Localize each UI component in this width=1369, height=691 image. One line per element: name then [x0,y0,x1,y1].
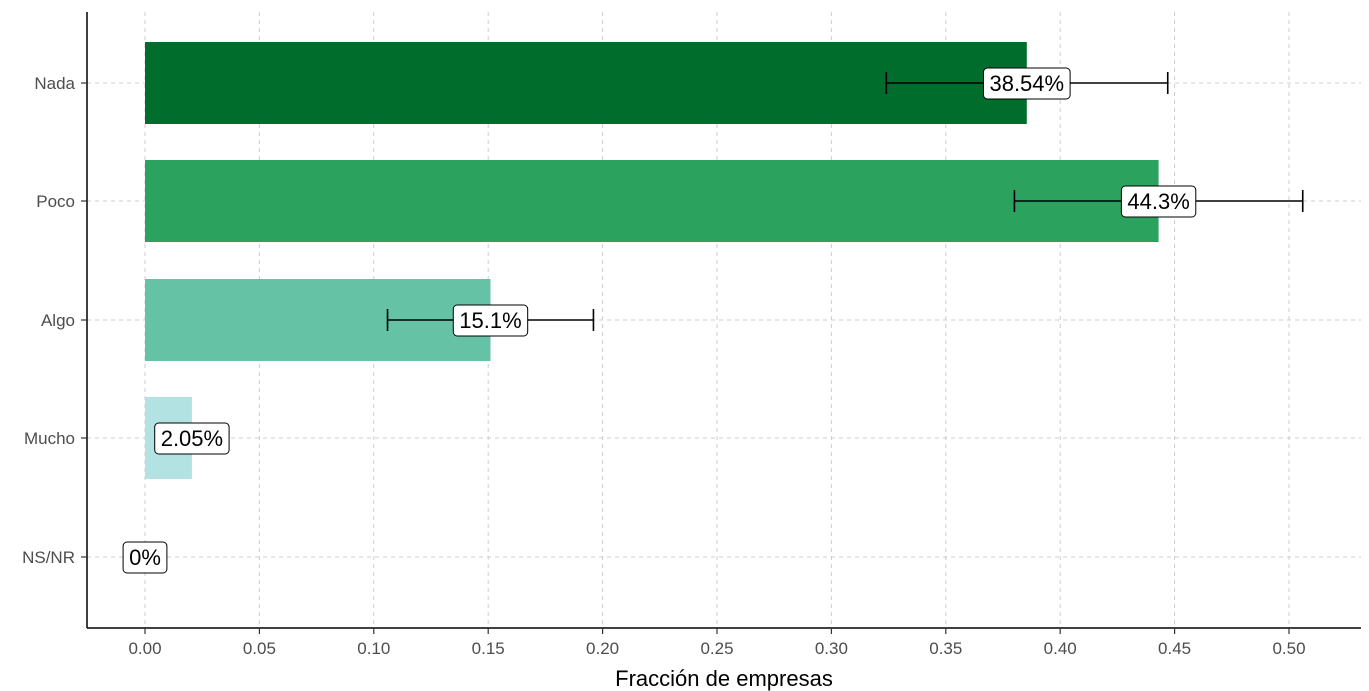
x-tick-label: 0.35 [929,639,962,658]
data-label: 0% [122,541,168,574]
data-label: 2.05% [154,422,230,455]
data-label-box [1120,185,1197,218]
x-tick-label: 0.50 [1272,639,1305,658]
x-tick-label: 0.25 [700,639,733,658]
data-label-text: 38.54% [989,71,1064,96]
y-tick-label: Mucho [24,429,75,448]
data-label-box [122,541,168,574]
x-tick-label: 0.00 [128,639,161,658]
y-tick-label: Algo [41,311,75,330]
x-axis-title: Fracción de empresas [615,666,833,691]
bar-layer [145,42,1159,479]
data-label-box [154,422,230,455]
data-label-layer: 38.54% 44.3% 15.1% 2.05% 0% [122,67,1197,574]
x-tick-label: 0.10 [357,639,390,658]
x-tick-label: 0.40 [1044,639,1077,658]
x-tick-label: 0.30 [815,639,848,658]
data-label-box [452,304,529,337]
tick-layer: 0.00 0.05 0.10 0.15 0.20 0.25 0.30 0.35 0.40 0.45… [22,74,1305,658]
bar-nada [145,42,1027,124]
data-label: 44.3% [1120,185,1197,218]
x-tick-label: 0.05 [243,639,276,658]
data-label-text: 15.1% [459,308,521,333]
x-tick-label: 0.20 [586,639,619,658]
bar-poco [145,160,1159,242]
data-label-text: 2.05% [161,426,223,451]
data-label: 15.1% [452,304,529,337]
data-label-box [982,67,1071,100]
y-tick-label: Poco [36,192,75,211]
y-tick-label: NS/NR [22,548,75,567]
data-label-text: 44.3% [1127,189,1189,214]
data-label-text: 0% [129,545,161,570]
data-label: 38.54% [982,67,1071,100]
y-tick-label: Nada [34,74,75,93]
x-tick-label: 0.15 [472,639,505,658]
x-tick-label: 0.45 [1158,639,1191,658]
